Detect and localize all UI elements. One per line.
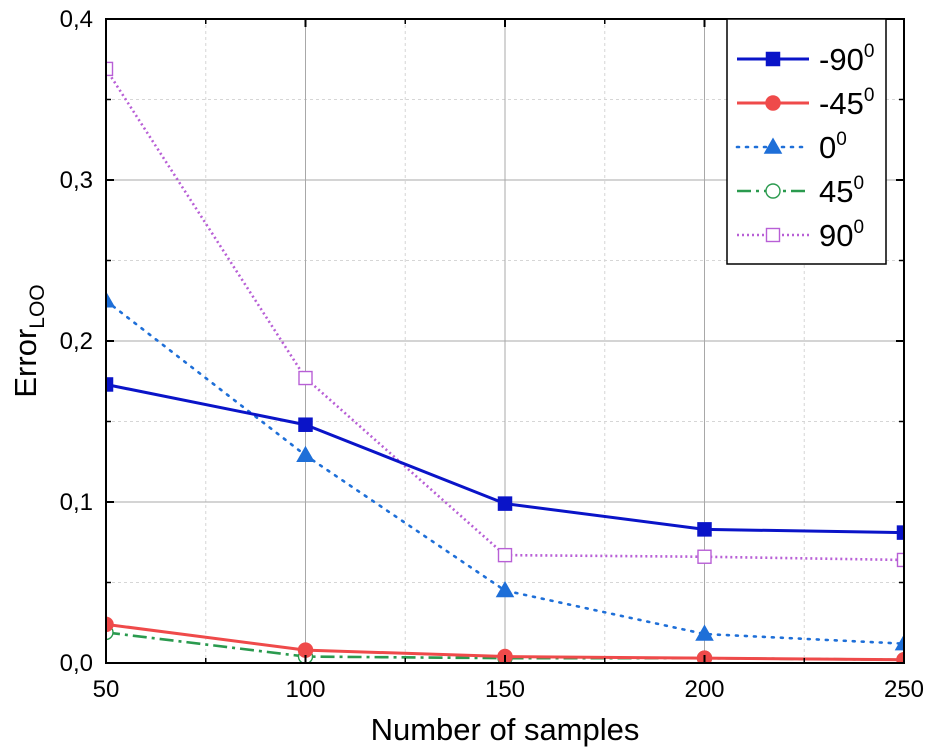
- legend-label-main: 0: [819, 130, 836, 165]
- y-tick-label: 0,1: [60, 489, 93, 516]
- data-point-50: [106, 377, 114, 392]
- data-point-200: [695, 624, 714, 641]
- data-point-100: [298, 417, 313, 432]
- legend-item-45-deg: 450: [737, 173, 864, 209]
- legend-label: -900: [819, 41, 874, 77]
- series-90-deg: [106, 61, 904, 568]
- series-line: [106, 68, 904, 562]
- data-point-legend: [765, 95, 781, 111]
- legend-label-main: -45: [819, 86, 864, 121]
- data-point-50: [106, 291, 116, 308]
- axis-ticks: [105, 18, 905, 664]
- data-point-200: [697, 522, 712, 537]
- legend-label-superscript: 0: [864, 41, 875, 62]
- data-point-50: [106, 61, 114, 77]
- data-point-150: [495, 581, 515, 598]
- y-tick-label: 0,3: [60, 167, 93, 194]
- y-axis-title: ErrorLOO: [8, 284, 49, 397]
- x-tick-label: 150: [485, 676, 525, 703]
- data-point-legend: [765, 51, 781, 67]
- legend-item--90-deg: -900: [737, 41, 874, 77]
- x-tick-label: 100: [285, 676, 325, 703]
- series-line: [106, 299, 904, 645]
- data-point-legend: [765, 227, 781, 243]
- data-point-100: [298, 370, 313, 386]
- data-point-250: [896, 552, 904, 568]
- data-point-legend: [765, 183, 781, 199]
- legend-label-main: 45: [819, 174, 853, 209]
- legend-label: 900: [819, 217, 864, 253]
- y-tick-label: 0,2: [60, 328, 93, 355]
- y-tick-label: 0,0: [60, 650, 93, 677]
- x-tick-label: 50: [93, 676, 120, 703]
- legend-label: 450: [819, 173, 864, 209]
- x-tick-label: 200: [684, 676, 724, 703]
- legend-item-0-deg: 00: [735, 129, 847, 165]
- legend-label-superscript: 0: [864, 85, 875, 106]
- data-point-100: [296, 445, 315, 463]
- x-axis-title: Number of samples: [371, 712, 640, 747]
- axis-tick-labels: 50 100 150 200 250 0,0 0,1 0,2 0,3 0,4: [60, 6, 924, 703]
- data-point-legend: [763, 137, 783, 154]
- data-point-250: [894, 634, 904, 651]
- legend-item-90-deg: 900: [737, 217, 864, 253]
- legend-label: -450: [819, 85, 874, 121]
- data-point-250: [896, 652, 904, 663]
- data-point-50: [106, 616, 114, 633]
- x-tick-label: 250: [884, 676, 924, 703]
- legend-item--45-deg: -450: [737, 85, 874, 121]
- series-layer: [106, 61, 904, 663]
- series--90-deg: [106, 377, 904, 540]
- legend-label-main: 90: [819, 218, 853, 253]
- legend-label-main: -90: [819, 42, 864, 77]
- data-point-150: [497, 547, 513, 563]
- series-0-deg: [106, 291, 904, 651]
- data-point-200: [697, 549, 712, 564]
- legend-label: 00: [819, 129, 847, 165]
- legend-label-superscript: 0: [836, 129, 847, 150]
- legend-label-superscript: 0: [853, 217, 864, 238]
- legend-label-superscript: 0: [853, 173, 864, 194]
- y-tick-label: 0,4: [60, 6, 93, 33]
- data-point-250: [896, 525, 904, 540]
- y-axis-title-subscript: LOO: [26, 284, 49, 328]
- y-axis-title-main: Error: [8, 329, 43, 398]
- data-point-150: [497, 496, 513, 511]
